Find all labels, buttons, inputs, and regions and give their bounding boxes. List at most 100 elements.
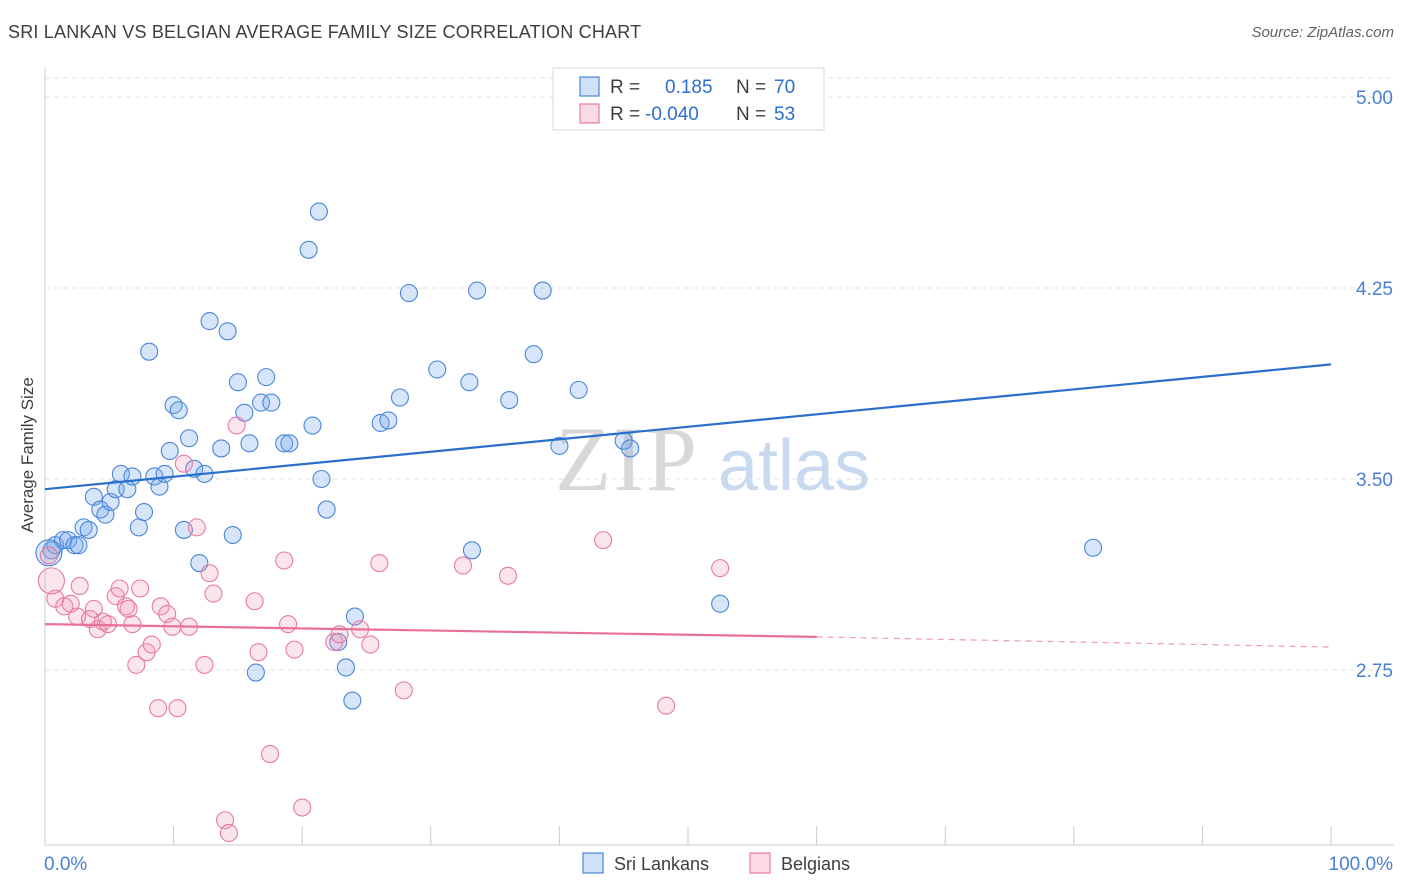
point-sri-lankans: [257, 368, 276, 387]
point-belgians: [227, 416, 246, 435]
watermark-zip: ZIP: [555, 408, 699, 510]
point-belgians: [39, 546, 58, 565]
point-sri-lankans: [218, 322, 237, 341]
point-sri-lankans: [329, 632, 348, 652]
trend-lines: [44, 363, 1332, 648]
point-sri-lankans: [550, 436, 569, 455]
point-belgians: [293, 798, 312, 817]
point-sri-lankans: [240, 434, 259, 453]
point-sri-lankans: [140, 342, 159, 361]
watermark-atlas: atlas: [718, 426, 870, 506]
point-sri-lankans: [123, 467, 142, 486]
point-belgians: [151, 597, 170, 616]
stats-n-value-blue: 70: [774, 77, 795, 98]
point-belgians: [174, 454, 193, 473]
y-tick-label: 3.50: [1356, 470, 1393, 491]
point-sri-lankans: [399, 284, 418, 303]
grid-lines: [45, 77, 1394, 671]
point-sri-lankans: [569, 380, 588, 399]
x-tick-label-min: 0.0%: [44, 854, 87, 875]
point-sri-lankans: [251, 393, 271, 412]
point-belgians: [168, 699, 187, 718]
point-sri-lankans: [524, 345, 543, 364]
stats-legend-box: [552, 67, 825, 131]
point-sri-lankans: [79, 520, 98, 539]
stats-r-label-blue: R =: [610, 77, 640, 98]
point-sri-lankans: [500, 391, 519, 410]
point-sri-lankans: [91, 500, 110, 519]
point-sri-lankans: [621, 439, 640, 458]
trend-line-belgians-extrapolated: [816, 636, 1332, 648]
point-sri-lankans: [462, 541, 482, 560]
point-sri-lankans: [185, 459, 204, 478]
point-belgians: [127, 655, 146, 674]
point-sri-lankans: [711, 594, 730, 613]
point-belgians: [116, 597, 136, 616]
point-belgians: [453, 556, 473, 575]
stats-swatch-blue: [579, 76, 600, 97]
point-belgians: [204, 584, 223, 603]
point-sri-lankans: [212, 439, 231, 458]
point-sri-lankans: [35, 539, 63, 567]
axes: 5.00 4.25 3.50 2.75 0.0% 100.0%: [44, 67, 1394, 875]
point-belgians: [84, 599, 103, 618]
point-belgians: [711, 559, 730, 578]
point-sri-lankans: [428, 360, 447, 379]
point-belgians: [370, 553, 389, 573]
stats-r-label-pink: R =: [610, 104, 640, 125]
point-belgians: [149, 699, 168, 718]
point-belgians: [195, 655, 214, 674]
point-belgians: [110, 579, 129, 598]
point-sri-lankans: [468, 281, 487, 300]
point-belgians: [275, 551, 294, 570]
stats-n-label-pink: N =: [736, 104, 766, 125]
point-sri-lankans: [1084, 538, 1103, 557]
point-belgians: [70, 576, 89, 596]
point-sri-lankans: [309, 202, 328, 221]
point-sri-lankans: [317, 500, 336, 519]
point-sri-lankans: [343, 691, 362, 710]
point-sri-lankans: [275, 434, 294, 453]
point-sri-lankans: [200, 312, 219, 331]
point-belgians: [657, 696, 676, 715]
point-belgians: [594, 531, 613, 550]
source-label: Source: ZipAtlas.com: [1251, 24, 1394, 41]
series-legend: Sri Lankans Belgians: [582, 852, 850, 874]
point-belgians: [498, 566, 518, 585]
point-sri-lankans: [533, 281, 552, 300]
point-belgians: [245, 592, 264, 611]
trend-line-sri-lankans: [44, 363, 1332, 491]
point-sri-lankans: [179, 429, 199, 448]
point-sri-lankans: [69, 536, 88, 555]
x-tick-label-max: 100.0%: [1329, 854, 1394, 875]
point-sri-lankans: [164, 396, 183, 415]
point-sri-lankans: [65, 536, 84, 555]
watermark: ZIP atlas: [555, 408, 870, 510]
legend-swatch-sri-lankans: [582, 852, 604, 874]
point-sri-lankans: [280, 434, 299, 453]
point-belgians: [187, 518, 206, 537]
y-tick-label: 5.00: [1356, 88, 1393, 109]
point-belgians: [279, 615, 298, 634]
point-sri-lankans: [312, 469, 331, 489]
data-points: [35, 202, 1103, 843]
y-tick-label: 4.25: [1356, 279, 1393, 300]
point-belgians: [200, 564, 219, 583]
point-sri-lankans: [299, 240, 318, 259]
point-sri-lankans: [390, 388, 409, 407]
point-belgians: [219, 823, 238, 843]
point-belgians: [285, 640, 304, 659]
point-sri-lankans: [74, 518, 93, 537]
point-belgians: [123, 615, 142, 634]
y-tick-label: 2.75: [1356, 661, 1393, 682]
stats-n-value-pink: 53: [774, 104, 795, 125]
point-belgians: [260, 744, 280, 764]
point-belgians: [119, 599, 138, 618]
point-belgians: [142, 635, 161, 654]
chart-title: SRI LANKAN VS BELGIAN AVERAGE FAMILY SIZ…: [8, 22, 642, 42]
legend-label-belgians: Belgians: [781, 854, 850, 874]
point-sri-lankans: [169, 401, 188, 420]
point-belgians: [394, 681, 413, 700]
point-sri-lankans: [129, 518, 148, 537]
point-sri-lankans: [303, 416, 322, 435]
